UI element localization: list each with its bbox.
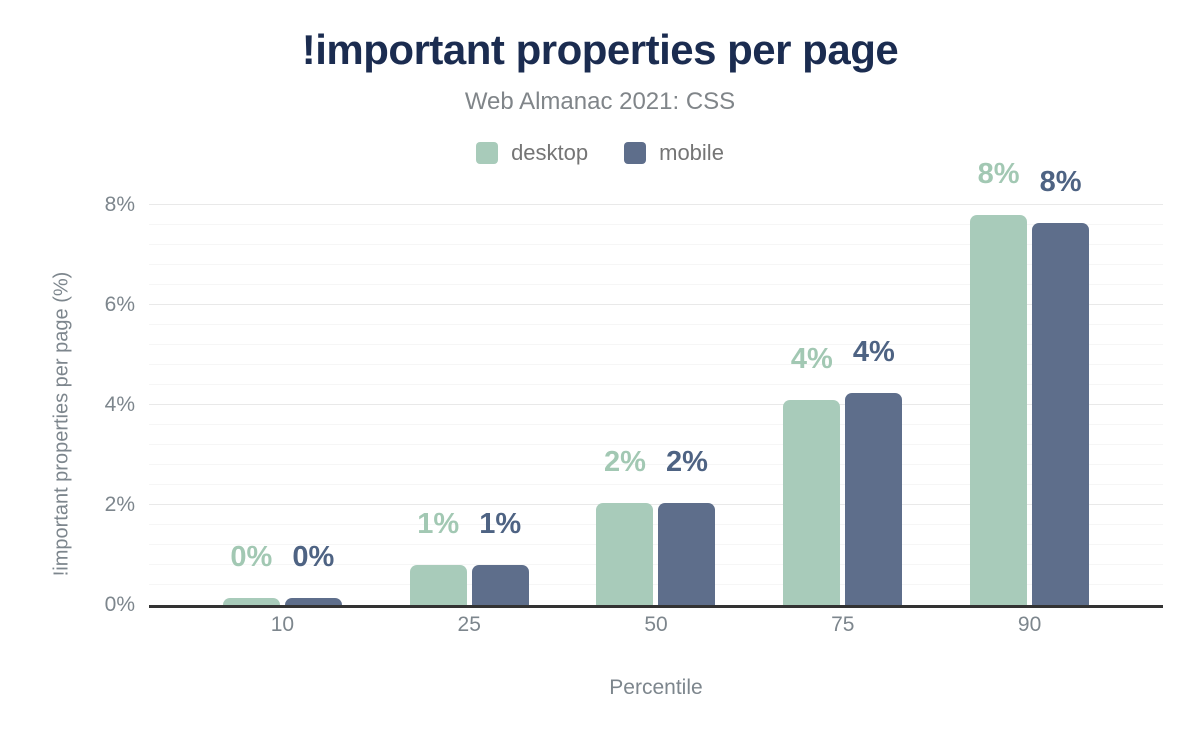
- minor-gridline: [149, 264, 1163, 265]
- legend-item-mobile[interactable]: mobile: [624, 140, 724, 166]
- minor-gridline: [149, 444, 1163, 445]
- bar-desktop-p10[interactable]: 0%: [222, 542, 280, 605]
- y-tick-label: 8%: [104, 193, 135, 216]
- bar-group-p50: 2% 2%: [563, 189, 750, 605]
- bar-desktop-p75[interactable]: 4%: [783, 345, 841, 605]
- minor-gridline: [149, 364, 1163, 365]
- bar-value-label-mobile-p50: 2%: [666, 445, 708, 478]
- x-axis-title: Percentile: [609, 676, 703, 699]
- bar-value-label-mobile-p90: 8%: [1039, 165, 1082, 198]
- bar-mobile-p10[interactable]: 0%: [284, 542, 342, 605]
- minor-gridline: [149, 424, 1163, 425]
- x-tick-label-75: 75: [831, 613, 855, 636]
- major-gridline: [149, 504, 1163, 505]
- minor-gridline: [149, 464, 1163, 465]
- bar-group-p10: 0% 0%: [189, 189, 376, 605]
- desktop-swatch-icon: [476, 142, 499, 164]
- minor-gridline: [149, 244, 1163, 245]
- minor-gridline: [149, 344, 1163, 345]
- y-tick-label: 2%: [104, 493, 135, 516]
- minor-gridline: [149, 484, 1163, 485]
- bar-value-label-desktop-p75: 4%: [790, 343, 833, 375]
- legend: desktop mobile: [0, 140, 1200, 166]
- minor-gridline: [149, 524, 1163, 525]
- bar-value-label-mobile-p75: 4%: [852, 335, 895, 368]
- x-tick-label-10: 10: [270, 613, 295, 636]
- minor-gridline: [149, 224, 1163, 225]
- bar-mobile-p25[interactable]: 1%: [471, 510, 529, 605]
- legend-label-desktop: desktop: [511, 140, 589, 165]
- bar-value-label-desktop-p10: 0%: [230, 540, 273, 573]
- bar-mobile-p75[interactable]: 4%: [845, 337, 903, 605]
- y-axis-ticks: 0% 2% 4% 6% 8%: [0, 189, 135, 616]
- minor-gridline: [149, 584, 1163, 585]
- x-tick-label-90: 90: [1017, 613, 1042, 636]
- plot-area: 0% 0% 1% 1% 2% 2% 4% 4% 8% 8%: [149, 160, 1163, 608]
- legend-item-desktop[interactable]: desktop: [476, 140, 588, 166]
- minor-gridline: [149, 564, 1163, 565]
- bar-value-label-mobile-p10: 0%: [292, 540, 335, 573]
- bar-mobile-p90[interactable]: 8%: [1032, 167, 1090, 605]
- x-axis-ticks: 10 25 50 75 90: [149, 613, 1163, 637]
- bar-value-label-mobile-p25: 1%: [479, 508, 522, 540]
- minor-gridline: [149, 544, 1163, 545]
- chart-title: !important properties per page: [301, 26, 899, 73]
- bar-group-p75: 4% 4%: [749, 189, 936, 605]
- y-tick-label: 0%: [104, 593, 135, 616]
- bar-mobile-p50[interactable]: 2%: [658, 447, 716, 605]
- y-tick-label: 4%: [104, 393, 135, 416]
- bar-value-label-desktop-p90: 8%: [977, 158, 1020, 190]
- chart-subtitle: Web Almanac 2021: CSS: [464, 88, 736, 115]
- bar-desktop-p25[interactable]: 1%: [409, 510, 467, 605]
- x-tick-label-25: 25: [457, 613, 481, 636]
- minor-gridline: [149, 384, 1163, 385]
- minor-gridline: [149, 284, 1163, 285]
- major-gridline: [149, 304, 1163, 305]
- major-gridline: [149, 204, 1163, 205]
- bar-group-p25: 1% 1%: [376, 189, 563, 605]
- x-tick-label-50: 50: [644, 613, 668, 636]
- bar-desktop-p90[interactable]: 8%: [970, 160, 1028, 605]
- bar-group-p90: 8% 8%: [936, 160, 1123, 605]
- major-gridline: [149, 404, 1163, 405]
- minor-gridline: [149, 324, 1163, 325]
- bar-groups: 0% 0% 1% 1% 2% 2% 4% 4% 8% 8%: [149, 160, 1163, 605]
- y-tick-label: 6%: [104, 293, 135, 316]
- bar-value-label-desktop-p25: 1%: [417, 508, 460, 540]
- mobile-swatch-icon: [624, 142, 647, 164]
- bar-desktop-p50[interactable]: 2%: [596, 447, 654, 605]
- bar-value-label-desktop-p50: 2%: [604, 445, 646, 478]
- legend-label-mobile: mobile: [659, 140, 724, 165]
